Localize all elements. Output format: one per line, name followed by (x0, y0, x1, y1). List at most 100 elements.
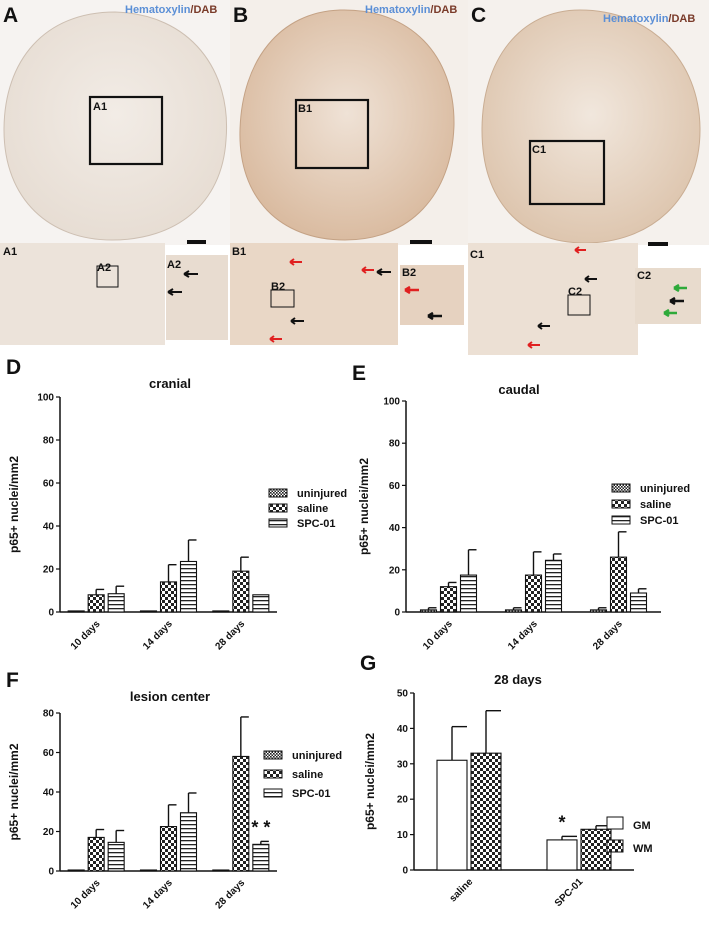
bar-spc-01 (107, 593, 125, 613)
chart-28-days: G 28 days p65+ nuclei/mm2 0 10 20 30 40 50 saline… (360, 652, 653, 909)
bar-saline (87, 836, 105, 872)
y-tick-label: 20 (389, 565, 401, 576)
histology-panel-c: C1 C2 C1 C2 C Hematoxylin/DAB (468, 0, 709, 355)
black-arrow-icon (427, 311, 442, 321)
red-arrow-icon (361, 266, 374, 274)
bar-spc-01 (629, 592, 648, 613)
x-tick-label: SPC-01 (553, 876, 586, 909)
panel-letter-c: C (471, 4, 486, 27)
box-label-c2: C2 (568, 286, 582, 298)
bar-uninjured (139, 869, 158, 872)
box-label-b2: B2 (271, 281, 285, 293)
x-tick-label: 28 days (213, 618, 247, 652)
stain-legend-a: Hematoxylin/DAB (125, 4, 217, 16)
black-arrow-icon (167, 288, 182, 296)
bar-uninjured (139, 610, 158, 613)
legend-label: SPC-01 (640, 515, 679, 527)
black-arrow-icon (183, 270, 198, 278)
region-box-a1 (88, 95, 164, 166)
inset-label-c1: C1 (470, 249, 484, 261)
legend-swatch (263, 750, 283, 760)
black-arrow-icon (584, 275, 597, 283)
histology-panel-b: B1 B2 B1 B2 B Hematoxylin/DAB (230, 0, 468, 345)
zoom-label-a2: A2 (167, 259, 181, 271)
region-box-c2 (567, 294, 591, 316)
panel-letter-f: F (6, 669, 19, 692)
legend-swatch (611, 515, 631, 525)
red-arrow-icon (527, 341, 540, 349)
x-tick-label: 14 days (506, 618, 540, 652)
y-tick-label: 20 (43, 827, 55, 838)
bar-uninjured (212, 869, 230, 872)
histology-panel-a: A1 A2 A1 A2 A Hematoxylin/DAB (0, 0, 230, 345)
chart-title: cranial (149, 376, 191, 391)
legend-label: uninjured (292, 750, 342, 762)
legend-swatch (263, 788, 283, 798)
y-tick-label: 0 (48, 867, 54, 878)
legend-swatch (268, 518, 288, 528)
x-tick-label: 28 days (213, 877, 247, 911)
significance-marker: * (558, 812, 565, 832)
y-tick-label: 20 (43, 565, 55, 576)
black-arrow-icon (290, 317, 304, 325)
x-tick-label: saline (448, 876, 476, 904)
x-tick-label: 10 days (421, 618, 455, 652)
x-tick-label: 28 days (591, 618, 625, 652)
green-arrow-icon (663, 308, 677, 318)
x-tick-label: 14 days (141, 877, 175, 911)
y-tick-label: 100 (37, 393, 54, 404)
y-tick-label: 80 (389, 439, 401, 450)
y-tick-label: 40 (397, 724, 409, 735)
legend-swatch (606, 816, 624, 830)
y-axis-label: p65+ nuclei/mm2 (7, 743, 21, 840)
box-label-c1: C1 (532, 144, 546, 156)
y-tick-label: 100 (383, 397, 400, 408)
y-axis-label: p65+ nuclei/mm2 (363, 733, 377, 830)
bar-spc-01 (252, 843, 270, 872)
y-tick-label: 20 (397, 795, 409, 806)
y-tick-label: 80 (43, 436, 55, 447)
scale-bar-a (187, 240, 206, 244)
bar-saline (524, 574, 543, 613)
bar-spc-01 (179, 812, 198, 872)
zoom-label-c2: C2 (637, 270, 651, 282)
bar-uninjured (67, 610, 85, 613)
legend-label: SPC-01 (297, 518, 336, 530)
y-tick-label: 80 (43, 709, 55, 720)
red-arrow-icon (289, 258, 302, 266)
legend-swatch (263, 769, 283, 779)
region-box-b1 (294, 98, 370, 170)
panel-letter-d: D (6, 356, 21, 379)
bar-gm (436, 759, 468, 871)
legend-label: uninjured (297, 488, 347, 500)
chart-title: caudal (498, 382, 539, 397)
x-tick-label: 10 days (69, 877, 103, 911)
bar-spc-01 (459, 574, 478, 613)
black-arrow-icon (669, 296, 684, 306)
y-tick-label: 30 (397, 759, 409, 770)
legend-label: saline (640, 499, 671, 511)
panel-letter-b: B (233, 4, 248, 27)
legend-label: SPC-01 (292, 788, 331, 800)
bar-spc-01 (252, 594, 270, 613)
bar-uninjured (67, 869, 85, 872)
panel-letter-e: E (352, 362, 366, 385)
bar-uninjured (419, 609, 438, 613)
chart-title: lesion center (130, 689, 210, 704)
bar-spc-01 (107, 841, 125, 872)
y-axis-label: p65+ nuclei/mm2 (7, 456, 21, 553)
legend-swatch (268, 488, 288, 498)
box-label-a2: A2 (97, 262, 111, 274)
zoom-inset-a2 (166, 255, 228, 340)
legend-swatch (611, 483, 631, 493)
y-tick-label: 50 (397, 689, 409, 700)
bar-saline (159, 826, 178, 872)
legend-label: saline (297, 503, 328, 515)
box-label-a1: A1 (93, 101, 107, 113)
bar-uninjured (504, 609, 523, 613)
red-arrow-icon (269, 335, 282, 343)
